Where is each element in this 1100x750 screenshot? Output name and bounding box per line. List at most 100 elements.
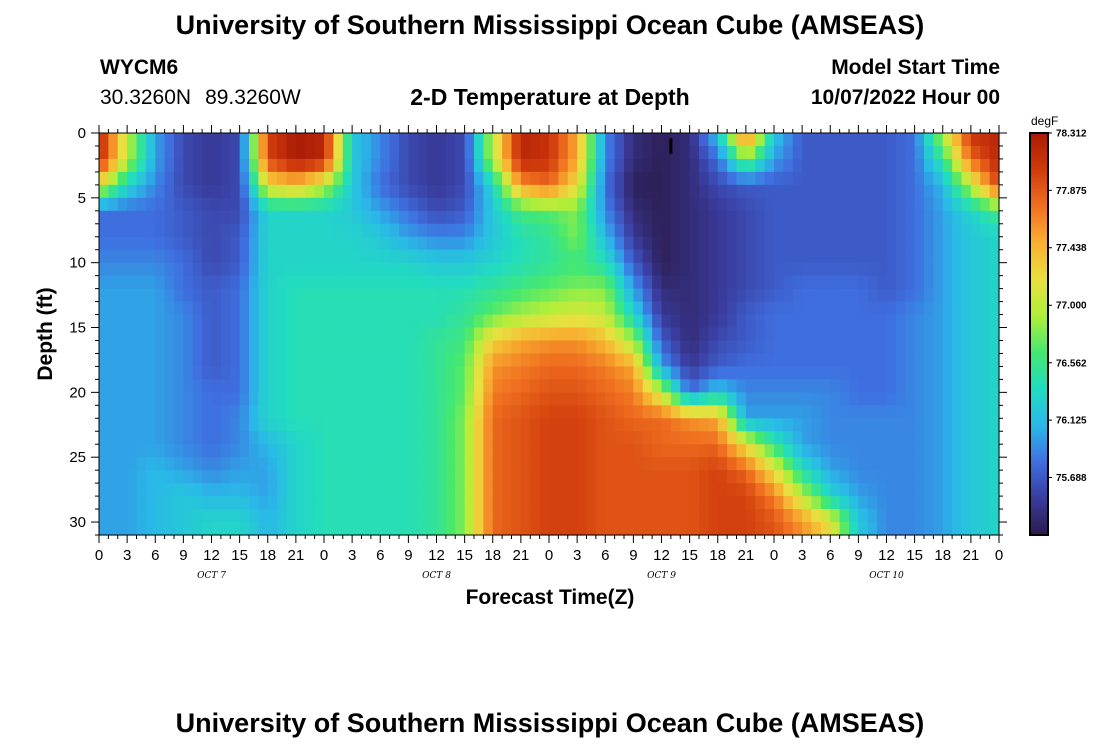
heatmap-cell bbox=[924, 340, 934, 355]
heatmap-cell bbox=[99, 496, 109, 510]
heatmap-cell bbox=[924, 483, 934, 497]
heatmap-cell bbox=[924, 522, 934, 536]
heatmap-cell bbox=[689, 158, 700, 173]
heatmap-cell bbox=[370, 133, 381, 147]
heatmap-cell bbox=[436, 496, 447, 510]
heatmap-cell bbox=[464, 470, 475, 484]
heatmap-cell bbox=[839, 184, 850, 199]
heatmap-cell bbox=[708, 379, 719, 393]
heatmap-cell bbox=[399, 353, 409, 368]
heatmap-cell bbox=[699, 262, 709, 277]
heatmap-cell bbox=[792, 509, 803, 523]
heatmap-cell bbox=[989, 509, 1000, 523]
heatmap-cell bbox=[445, 275, 456, 290]
heatmap-cell bbox=[970, 470, 981, 484]
heatmap-cell bbox=[830, 249, 841, 264]
heatmap-cell bbox=[933, 405, 944, 419]
heatmap-cell bbox=[464, 210, 475, 225]
heatmap-cell bbox=[239, 405, 250, 419]
heatmap-cell bbox=[342, 223, 353, 238]
heatmap-cell bbox=[192, 470, 203, 484]
heatmap-cell bbox=[558, 418, 569, 432]
heatmap-cell bbox=[108, 288, 119, 303]
heatmap-cell bbox=[417, 262, 428, 277]
heatmap-cell bbox=[539, 444, 550, 458]
heatmap-cell bbox=[342, 509, 353, 523]
heatmap-cell bbox=[595, 210, 606, 225]
y-axis-label: Depth (ft) bbox=[34, 287, 57, 380]
heatmap-cell bbox=[211, 171, 222, 186]
heatmap-cell bbox=[492, 457, 503, 471]
heatmap-cell bbox=[286, 288, 297, 303]
heatmap-cell bbox=[624, 405, 634, 419]
heatmap-cell bbox=[155, 496, 166, 510]
heatmap-cell bbox=[802, 379, 813, 393]
heatmap-cell bbox=[980, 249, 991, 264]
heatmap-cell bbox=[577, 470, 588, 484]
heatmap-cell bbox=[680, 249, 691, 264]
heatmap-cell bbox=[895, 158, 906, 173]
heatmap-cell bbox=[942, 236, 953, 251]
heatmap-cell bbox=[699, 418, 709, 432]
heatmap-cell bbox=[324, 249, 334, 264]
heatmap-cell bbox=[408, 145, 419, 160]
heatmap-cell bbox=[445, 184, 456, 199]
heatmap-cell bbox=[136, 418, 147, 432]
heatmap-cell bbox=[877, 262, 888, 277]
heatmap-cell bbox=[211, 470, 222, 484]
heatmap-cell bbox=[164, 353, 175, 368]
heatmap-cell bbox=[717, 483, 728, 497]
heatmap-cell bbox=[539, 145, 550, 160]
heatmap-cell bbox=[530, 431, 541, 445]
heatmap-cell bbox=[249, 171, 259, 186]
heatmap-cell bbox=[605, 145, 616, 160]
heatmap-cell bbox=[399, 431, 409, 445]
heatmap-cell bbox=[811, 171, 822, 186]
heatmap-cell bbox=[830, 496, 841, 510]
heatmap-cell bbox=[267, 522, 278, 536]
heatmap-cell bbox=[717, 431, 728, 445]
heatmap-cell bbox=[530, 301, 541, 316]
heatmap-cell bbox=[567, 236, 578, 251]
heatmap-cell bbox=[202, 184, 213, 199]
heatmap-cell bbox=[370, 210, 381, 225]
heatmap-cell bbox=[839, 262, 850, 277]
heatmap-cell bbox=[202, 327, 213, 342]
heatmap-cell bbox=[277, 223, 288, 238]
heatmap-cell bbox=[670, 457, 681, 471]
heatmap-cell bbox=[980, 236, 991, 251]
heatmap-cell bbox=[699, 522, 709, 536]
heatmap-cell bbox=[595, 171, 606, 186]
heatmap-cell bbox=[652, 418, 663, 432]
heatmap-cell bbox=[211, 340, 222, 355]
heatmap-cell bbox=[605, 236, 616, 251]
heatmap-cell bbox=[830, 522, 841, 536]
heatmap-cell bbox=[755, 275, 766, 290]
heatmap-cell bbox=[783, 275, 794, 290]
heatmap-cell bbox=[633, 418, 644, 432]
heatmap-cell bbox=[408, 275, 419, 290]
heatmap-cell bbox=[305, 353, 316, 368]
heatmap-cell bbox=[99, 340, 109, 355]
heatmap-cell bbox=[849, 249, 859, 264]
heatmap-cell bbox=[792, 470, 803, 484]
heatmap-cell bbox=[783, 236, 794, 251]
heatmap-cell bbox=[455, 197, 466, 212]
heatmap-cell bbox=[764, 392, 775, 406]
heatmap-cell bbox=[783, 379, 794, 393]
heatmap-cell bbox=[342, 327, 353, 342]
heatmap-cell bbox=[333, 327, 344, 342]
heatmap-cell bbox=[445, 496, 456, 510]
heatmap-cell bbox=[370, 509, 381, 523]
heatmap-cell bbox=[680, 327, 691, 342]
heatmap-cell bbox=[342, 418, 353, 432]
heatmap-cell bbox=[905, 470, 916, 484]
heatmap-cell bbox=[727, 483, 738, 497]
heatmap-cell bbox=[370, 314, 381, 329]
heatmap-cell bbox=[558, 314, 569, 329]
heatmap-cell bbox=[858, 496, 869, 510]
heatmap-cell bbox=[427, 392, 438, 406]
heatmap-cell bbox=[942, 223, 953, 238]
heatmap-cell bbox=[99, 288, 109, 303]
heatmap-cell bbox=[502, 379, 513, 393]
